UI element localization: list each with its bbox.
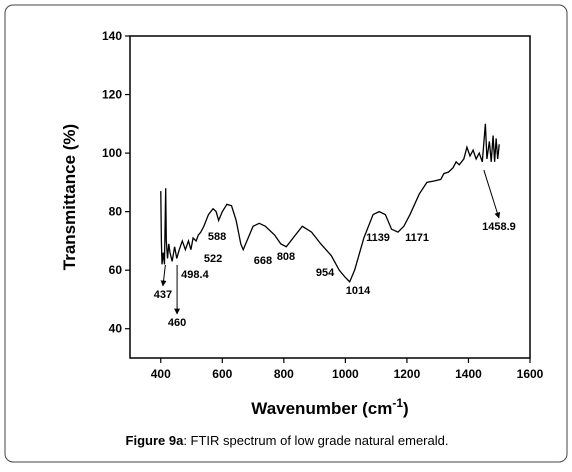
annotation: 1139	[366, 232, 390, 244]
y-tick-label: 80	[109, 205, 123, 219]
annotation: 1171	[405, 232, 429, 244]
x-tick-label: 1000	[332, 367, 359, 381]
annotation: 437	[154, 289, 172, 301]
annotation-arrow	[483, 169, 501, 219]
caption: Figure 9a: FTIR spectrum of low grade na…	[126, 433, 449, 448]
y-tick-label: 40	[109, 322, 123, 336]
x-tick-label: 1600	[517, 367, 544, 381]
annotation: 1458.9	[482, 221, 516, 233]
x-tick-label: 1200	[394, 367, 421, 381]
spectrum-line	[160, 123, 500, 284]
x-label-main: Wavenumber (cm	[251, 399, 392, 418]
x-label-sup: -1	[392, 396, 403, 410]
x-tick-label: 400	[151, 367, 171, 381]
y-axis-label: Transmittance (%)	[60, 124, 79, 270]
annotation: 954	[316, 267, 335, 279]
annotation: 588	[208, 231, 226, 243]
annotation: 498.4	[181, 269, 209, 281]
x-axis-label: Wavenumber (cm-1)	[251, 396, 408, 418]
x-label-end: )	[403, 399, 409, 418]
y-tick-label: 100	[102, 146, 122, 160]
y-tick-label: 140	[102, 29, 122, 43]
caption-label: Figure 9a	[126, 433, 185, 448]
annotation: 522	[204, 253, 222, 265]
caption-text: : FTIR spectrum of low grade natural eme…	[183, 433, 448, 448]
frame	[4, 4, 568, 463]
plot-area	[129, 35, 531, 359]
y-tick-label: 120	[102, 88, 122, 102]
annotation: 460	[168, 317, 186, 329]
x-tick-label: 1400	[455, 367, 482, 381]
annotation: 668	[254, 255, 272, 267]
annotation-arrow	[160, 264, 167, 287]
x-tick-label: 600	[212, 367, 232, 381]
annotation: 1014	[346, 285, 371, 297]
y-tick-label: 60	[109, 263, 123, 277]
x-tick-label: 800	[274, 367, 294, 381]
annotation: 808	[277, 251, 295, 263]
